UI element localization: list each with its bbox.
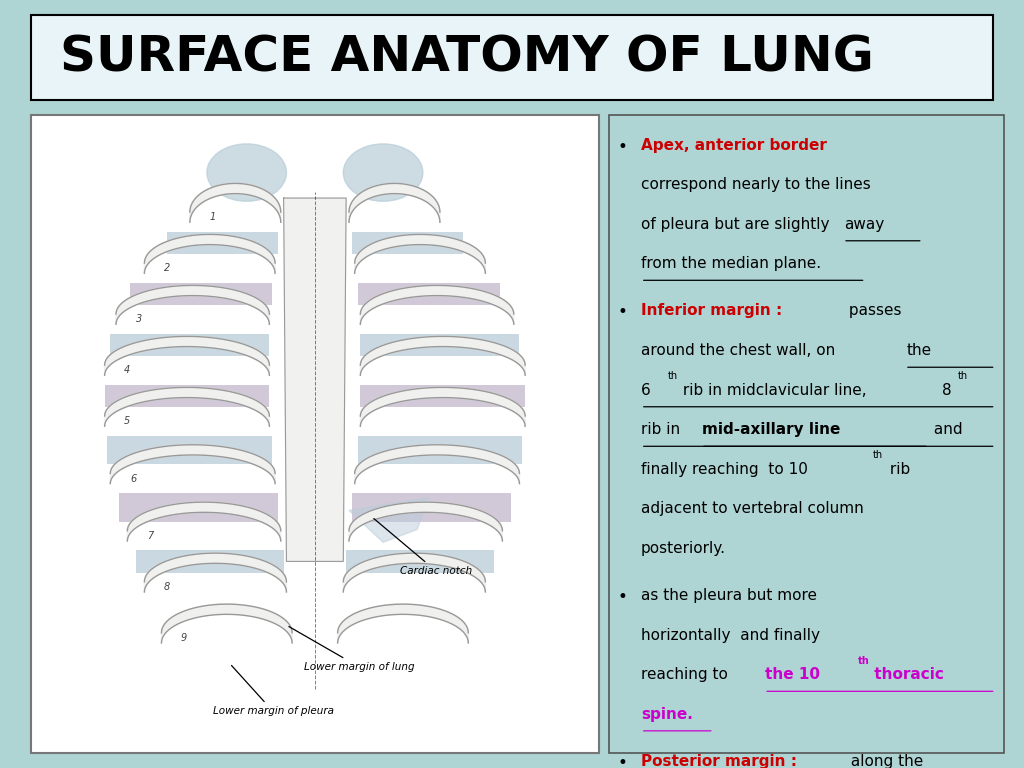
Text: th: th [858,656,869,666]
Text: spine.: spine. [641,707,692,722]
Text: 5: 5 [124,416,130,426]
FancyBboxPatch shape [352,231,463,254]
Polygon shape [360,387,525,426]
Text: 4: 4 [124,365,130,376]
FancyBboxPatch shape [609,115,1004,753]
Polygon shape [338,604,468,643]
Text: •: • [617,303,627,322]
FancyBboxPatch shape [31,15,993,100]
Text: th: th [668,371,678,381]
Polygon shape [360,336,525,376]
Text: Apex, anterior border: Apex, anterior border [641,137,826,153]
Text: reaching to: reaching to [641,667,732,682]
Text: •: • [617,588,627,606]
Text: the 10: the 10 [765,667,820,682]
Text: •: • [617,754,627,768]
Text: correspond nearly to the lines: correspond nearly to the lines [641,177,870,192]
Text: away: away [844,217,884,232]
Text: Cardiac notch: Cardiac notch [374,518,472,576]
Polygon shape [360,286,514,324]
FancyBboxPatch shape [130,283,272,305]
Text: th: th [957,371,968,381]
Polygon shape [111,445,275,484]
Text: mid-axillary line: mid-axillary line [701,422,841,437]
Text: passes: passes [844,303,901,319]
Polygon shape [144,234,275,273]
Text: 6: 6 [641,382,650,398]
Text: Lower margin of lung: Lower margin of lung [289,627,414,672]
FancyBboxPatch shape [111,333,269,356]
Polygon shape [349,184,440,222]
FancyBboxPatch shape [119,493,278,521]
Text: posteriorly.: posteriorly. [641,541,726,555]
FancyBboxPatch shape [360,385,525,407]
Text: thoracic: thoracic [869,667,944,682]
Text: and: and [929,422,963,437]
FancyBboxPatch shape [346,550,494,573]
Text: 8: 8 [164,582,170,592]
Polygon shape [162,604,292,643]
Text: 3: 3 [135,314,142,324]
FancyBboxPatch shape [357,435,522,464]
Polygon shape [354,445,519,484]
Polygon shape [349,498,428,542]
Text: 2: 2 [164,263,170,273]
Polygon shape [104,387,269,426]
Polygon shape [104,336,269,376]
Text: Lower margin of pleura: Lower margin of pleura [213,665,334,717]
Text: the: the [907,343,932,358]
Text: SURFACE ANATOMY OF LUNG: SURFACE ANATOMY OF LUNG [59,34,873,81]
Polygon shape [343,553,485,592]
FancyBboxPatch shape [352,493,511,521]
FancyBboxPatch shape [360,333,519,356]
Polygon shape [189,184,281,222]
Polygon shape [127,502,281,541]
Ellipse shape [207,144,287,201]
Text: Inferior margin :: Inferior margin : [641,303,782,319]
Polygon shape [284,198,346,561]
FancyBboxPatch shape [104,385,269,407]
Text: Posterior margin :: Posterior margin : [641,754,797,768]
Polygon shape [354,234,485,273]
Text: rib in: rib in [641,422,685,437]
Text: 6: 6 [130,474,136,484]
Text: 9: 9 [181,633,187,643]
Polygon shape [116,286,269,324]
FancyBboxPatch shape [108,435,272,464]
Polygon shape [144,553,287,592]
Text: as the pleura but more: as the pleura but more [641,588,817,603]
Text: finally reaching  to 10: finally reaching to 10 [641,462,808,477]
Polygon shape [349,502,503,541]
Text: 7: 7 [146,531,154,541]
FancyBboxPatch shape [136,550,284,573]
Text: around the chest wall, on: around the chest wall, on [641,343,840,358]
FancyBboxPatch shape [357,283,500,305]
Text: from the median plane.: from the median plane. [641,256,821,271]
Text: 8: 8 [942,382,952,398]
FancyBboxPatch shape [167,231,278,254]
Text: rib in midclavicular line,: rib in midclavicular line, [678,382,871,398]
Text: horizontally  and finally: horizontally and finally [641,627,820,643]
Ellipse shape [343,144,423,201]
Text: th: th [872,450,883,460]
Text: •: • [617,137,627,155]
Text: adjacent to vertebral column: adjacent to vertebral column [641,501,863,516]
Text: of pleura but are slightly: of pleura but are slightly [641,217,835,232]
FancyBboxPatch shape [31,115,599,753]
Text: along the: along the [846,754,923,768]
Text: rib: rib [885,462,910,477]
Text: 1: 1 [210,212,216,222]
